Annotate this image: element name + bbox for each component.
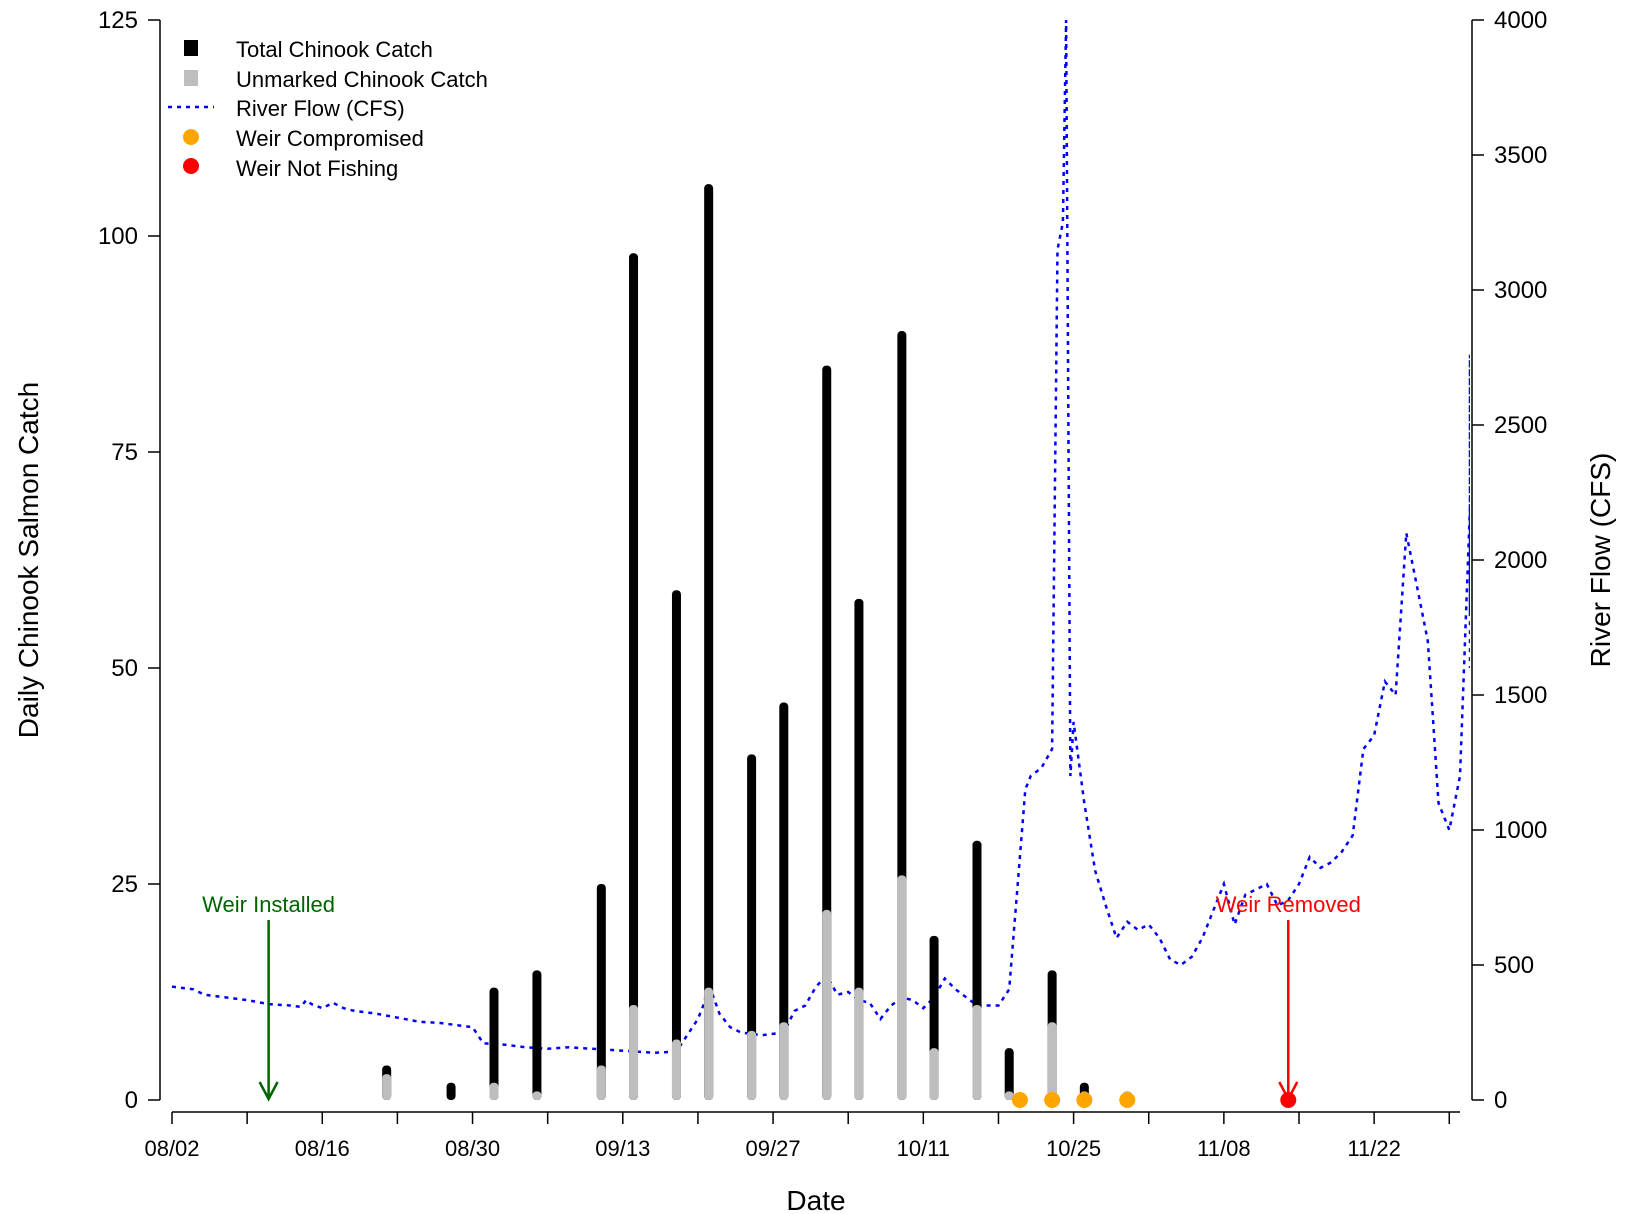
unmarked-catch-bar	[596, 1065, 606, 1100]
legend-label-unmarked: Unmarked Chinook Catch	[236, 67, 488, 92]
y2-tick-label: 0	[1494, 1087, 1507, 1114]
weir-compromised-dot	[1044, 1092, 1061, 1108]
total-catch-bar	[779, 702, 789, 1100]
y-axis-title: Daily Chinook Salmon Catch	[13, 382, 44, 738]
y2-tick-label: 1500	[1494, 682, 1547, 709]
y2-tick-label: 2000	[1494, 547, 1547, 574]
x-tick-label: 08/30	[445, 1136, 500, 1161]
unmarked-catch-bar	[382, 1074, 392, 1100]
unmarked-catch-bar	[929, 1048, 939, 1100]
x-tick-label: 08/02	[144, 1136, 199, 1161]
unmarked-catch-bar	[1047, 1022, 1057, 1100]
x-axis-title: Date	[786, 1185, 845, 1214]
legend-label-compromised: Weir Compromised	[236, 126, 424, 151]
weir-status-markers	[1011, 1092, 1297, 1108]
legend-key-not-fishing	[183, 158, 199, 174]
river-flow-layer	[171, 19, 1470, 1055]
unmarked-catch-bar	[822, 909, 832, 1100]
x-tick-label: 10/25	[1046, 1136, 1101, 1161]
unmarked-catch-bar	[629, 1004, 639, 1100]
river-flow-line	[171, 19, 1470, 1055]
unmarked-catch-bar	[747, 1030, 757, 1100]
y-tick-label: 125	[98, 7, 138, 34]
x-tick-label: 11/08	[1197, 1136, 1250, 1161]
y-tick-label: 100	[98, 223, 138, 250]
weir-compromised-dot	[1011, 1092, 1028, 1108]
total-catch-bar	[704, 184, 714, 1100]
y-tick-label: 50	[111, 655, 138, 682]
unmarked-catch-bar	[671, 1039, 681, 1100]
annotation-label: Weir Removed	[1216, 892, 1361, 917]
y2-tick-label: 2500	[1494, 412, 1547, 439]
x-tick-label: 08/16	[295, 1136, 350, 1161]
unmarked-catch-bar	[854, 987, 864, 1100]
x-tick-label: 09/27	[746, 1136, 801, 1161]
total-catch-bar	[596, 884, 606, 1100]
weir-compromised-dot	[1076, 1092, 1093, 1108]
legend-label-total: Total Chinook Catch	[236, 37, 433, 62]
annotation-arrowhead	[1278, 1081, 1299, 1102]
total-catch-bar	[1004, 1048, 1014, 1100]
unmarked-catch-bar	[704, 987, 714, 1100]
y2-tick-label: 4000	[1494, 7, 1547, 34]
y2-axis-title: River Flow (CFS)	[1585, 453, 1616, 668]
axes: 0 25 50 75 100 125 0 500 1000 1500 2000 2500 3000 350…	[98, 7, 1547, 1161]
total-catch-bar	[489, 987, 499, 1100]
unmarked-catch-bar	[972, 1004, 982, 1100]
unmarked-catch-bar	[1004, 1091, 1014, 1100]
unmarked-catch-bar	[489, 1082, 499, 1100]
y-tick-label: 75	[111, 439, 138, 466]
annotation-label: Weir Installed	[202, 892, 335, 917]
total-catch-bar	[747, 754, 757, 1100]
y2-tick-label: 1000	[1494, 817, 1547, 844]
legend-label-flow: River Flow (CFS)	[236, 96, 405, 121]
y2-tick-label: 500	[1494, 952, 1534, 979]
total-catch-bars	[382, 184, 1132, 1101]
y2-tick-label: 3500	[1494, 142, 1547, 169]
annotations: Weir Installed Weir Removed	[202, 892, 1361, 1102]
total-catch-bar	[854, 598, 864, 1100]
total-catch-bar	[446, 1082, 456, 1100]
x-tick-label: 11/22	[1347, 1136, 1400, 1161]
unmarked-catch-bar	[532, 1091, 542, 1100]
y2-tick-label: 3000	[1494, 277, 1547, 304]
x-tick-label: 10/11	[897, 1136, 950, 1161]
legend-key-unmarked	[184, 70, 198, 86]
legend: Total Chinook Catch Unmarked Chinook Cat…	[168, 37, 488, 181]
total-catch-bar	[629, 253, 639, 1100]
legend-key-compromised	[183, 129, 199, 145]
unmarked-catch-bar	[779, 1022, 789, 1100]
y-tick-label: 25	[111, 871, 138, 898]
legend-label-not-fishing: Weir Not Fishing	[236, 156, 398, 181]
legend-key-total	[184, 40, 198, 56]
unmarked-catch-bars	[382, 875, 1132, 1100]
total-catch-bar	[671, 590, 681, 1100]
weir-compromised-dot	[1119, 1092, 1136, 1108]
annotation-arrowhead	[258, 1081, 279, 1102]
x-tick-label: 09/13	[595, 1136, 650, 1161]
unmarked-catch-bar	[897, 875, 907, 1100]
y-tick-label: 0	[125, 1087, 138, 1114]
total-catch-bar	[532, 970, 542, 1100]
